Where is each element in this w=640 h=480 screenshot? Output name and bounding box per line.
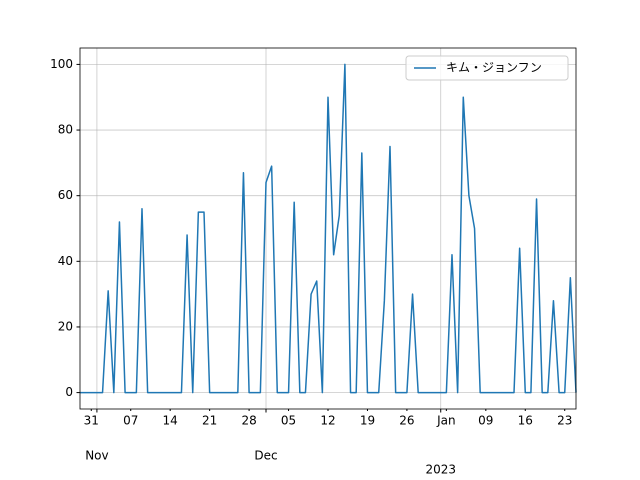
x-tick-label: 26 [399, 414, 414, 428]
x-tick-label: 19 [360, 414, 375, 428]
data-line [80, 63, 577, 394]
y-tick-label: 20 [58, 319, 73, 333]
x-major-label: Dec [254, 449, 277, 463]
legend-box [405, 55, 569, 81]
x-tick-label: 23 [557, 414, 572, 428]
x-tick-label: 16 [518, 414, 533, 428]
legend-label: キム・ジョンフン [446, 61, 542, 75]
x-tick-label: 12 [320, 414, 335, 428]
x-tick-label: 07 [123, 414, 138, 428]
y-tick-label: 80 [58, 123, 73, 137]
x-tick-label: Jan [436, 414, 456, 428]
axes-frame [79, 47, 577, 410]
x-tick-label: 21 [202, 414, 217, 428]
x-tick-label: 28 [241, 414, 256, 428]
x-tick-label: 09 [478, 414, 493, 428]
y-tick-label: 40 [58, 254, 73, 268]
y-tick-label: 0 [65, 385, 73, 399]
x-major-label: Nov [85, 449, 108, 463]
x-tick-label: 05 [281, 414, 296, 428]
x-tick-label: 14 [163, 414, 178, 428]
y-tick-label: 100 [50, 57, 73, 71]
x-tick-label: 31 [84, 414, 99, 428]
y-tick-label: 60 [58, 188, 73, 202]
x-major-label: 2023 [425, 463, 456, 477]
